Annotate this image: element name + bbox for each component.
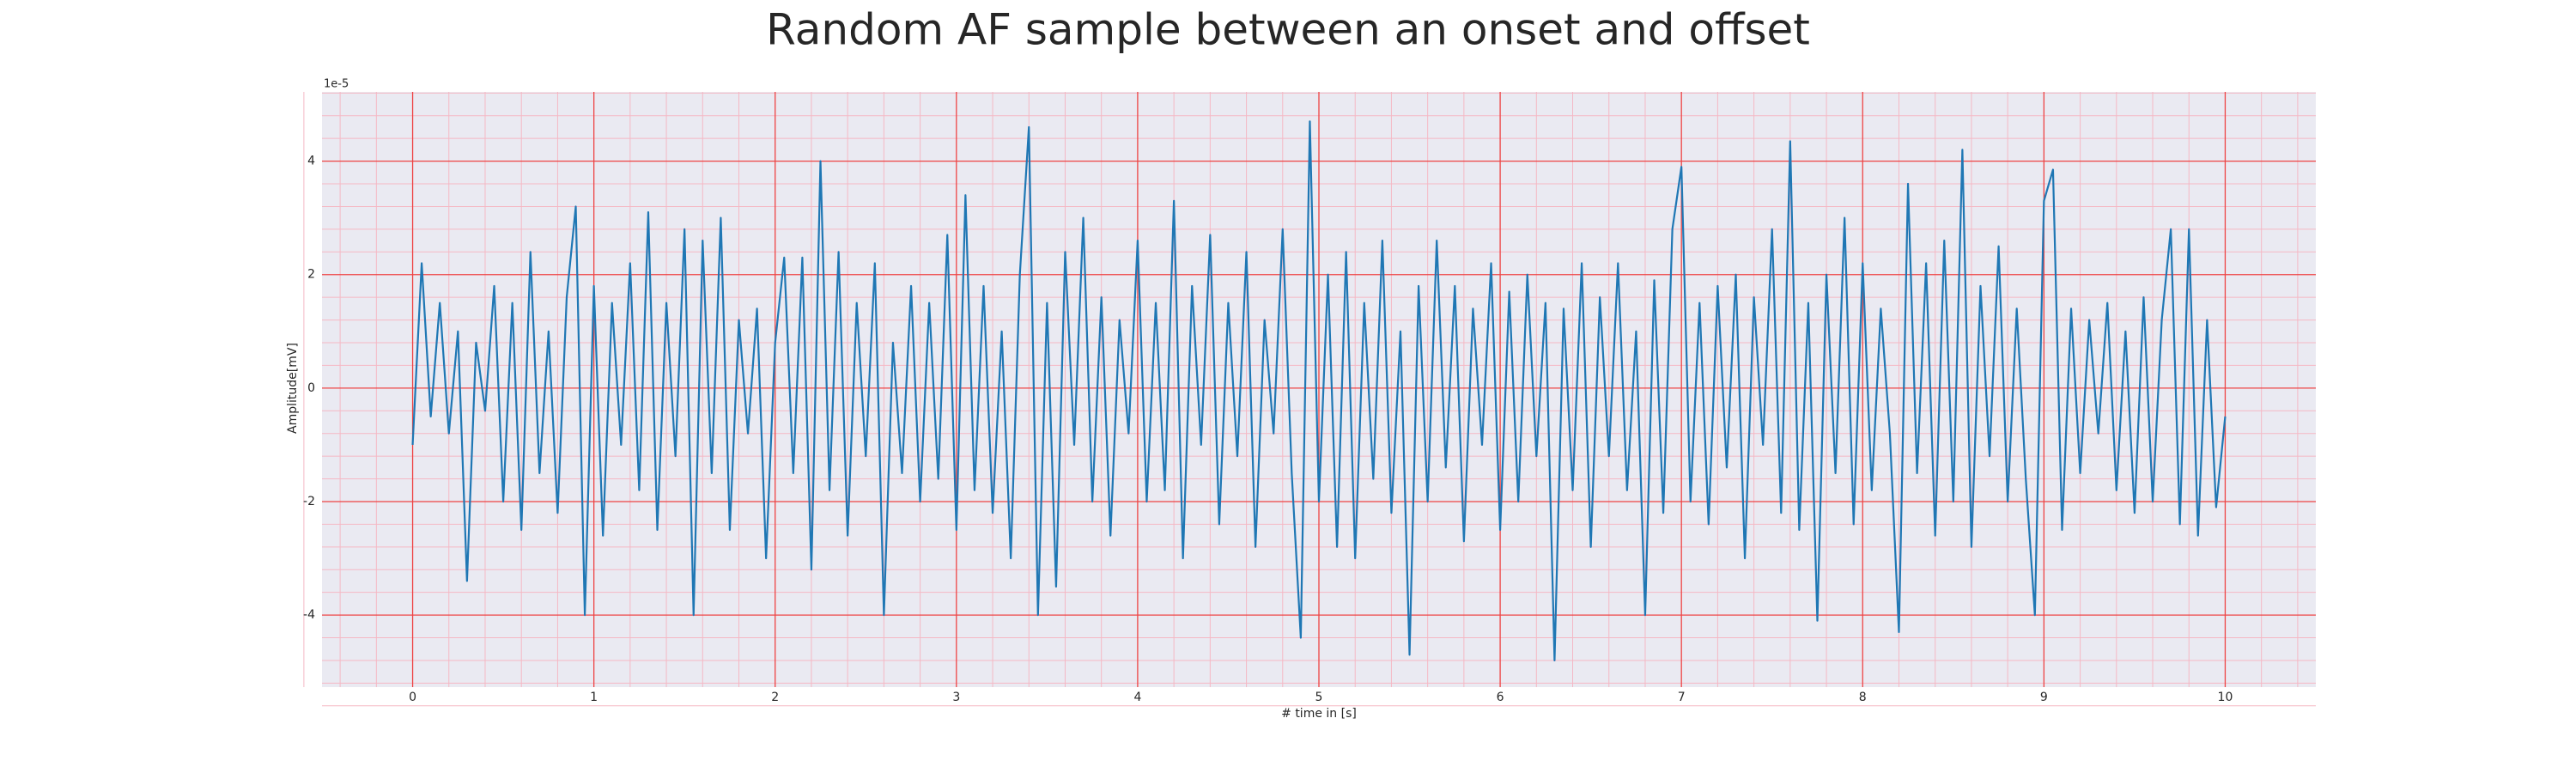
y-offset-label: 1e-5	[324, 78, 349, 91]
y-tick-label: -2	[303, 495, 315, 508]
x-tick-label: 1	[590, 691, 598, 704]
x-tick-label: 9	[2040, 691, 2048, 704]
x-tick-label: 4	[1133, 691, 1141, 704]
x-tick-label: 5	[1315, 691, 1323, 704]
x-tick-label: 8	[1859, 691, 1867, 704]
line	[411, 120, 2227, 662]
y-tick-label: -4	[303, 608, 315, 622]
x-tick-label: 3	[952, 691, 960, 704]
x-axis-label: # time in [s]	[1281, 707, 1357, 721]
chart-title: Random AF sample between an onset and of…	[766, 5, 1810, 55]
x-tick-label: 2	[771, 691, 779, 704]
y-tick-label: 2	[307, 268, 315, 282]
x-tick-label: 10	[2218, 691, 2233, 704]
x-tick-label: 6	[1497, 691, 1504, 704]
y-axis-label: Amplitude[mV]	[286, 343, 300, 434]
y-tick-label: 4	[307, 155, 315, 168]
y-tick-label: 0	[307, 381, 315, 395]
x-tick-label: 7	[1678, 691, 1686, 704]
marks	[411, 120, 2227, 662]
x-tick-label: 0	[409, 691, 416, 704]
